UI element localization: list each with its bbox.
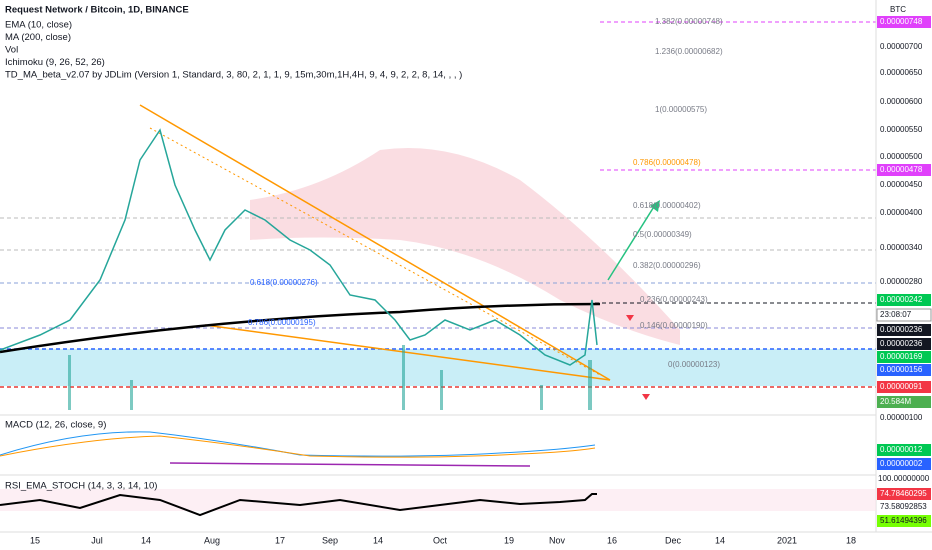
macd-line: [0, 431, 596, 457]
time-label: Nov: [549, 535, 566, 545]
time-label: Oct: [433, 535, 448, 545]
ma200: [0, 302, 601, 354]
price-label: 0.00000550: [880, 125, 923, 134]
price-label: 0.00000280: [880, 277, 923, 286]
chart-title: Request Network / Bitcoin, 1D, BINANCE: [5, 5, 189, 16]
badge-text: 0.00000236: [880, 325, 923, 334]
divergence-line: [169, 462, 531, 467]
price-label: 0.00000450: [880, 180, 923, 189]
time-label: 19: [504, 535, 514, 545]
time-label: 2021: [777, 535, 797, 545]
resistance-line: [139, 104, 611, 381]
fib-label: 1(0.00000575): [655, 105, 707, 114]
fib-label: 0.382(0.00000296): [633, 261, 701, 270]
badge-text: 73.58092853: [880, 502, 927, 511]
badge-text: 74.78460295: [880, 489, 927, 498]
rsi-badge: [877, 515, 931, 527]
badge-text: 0.00000242: [880, 295, 923, 304]
currency: BTC: [890, 5, 906, 14]
badge-text: 0.00000169: [880, 352, 923, 361]
badge-text: 0.00000156: [880, 365, 923, 374]
badge-text: 0.00000002: [880, 459, 923, 468]
arrow-head: [650, 200, 660, 212]
price-badge: [877, 351, 931, 363]
rsi-band: [0, 489, 876, 511]
price-badge: [877, 324, 931, 336]
time-label: Sep: [322, 535, 338, 545]
time-label: 15: [30, 535, 40, 545]
rsi-line: [0, 493, 597, 517]
time-label: 14: [141, 535, 151, 545]
price-badge: [877, 16, 931, 28]
price-badge: [877, 381, 931, 393]
badge-text: 20.584M: [880, 397, 911, 406]
time-label: 14: [715, 535, 725, 545]
signal-line: [0, 435, 596, 458]
price-label: 0.00000340: [880, 243, 923, 252]
fib-label: 0.786(0.00000478): [633, 158, 701, 167]
badge-text: 51.61494396: [880, 516, 927, 525]
fib-label: 0.146(0.00000190): [640, 321, 708, 330]
time-label: 14: [373, 535, 383, 545]
price-label: 0.00000100: [880, 413, 923, 422]
support-line: [204, 324, 611, 381]
rsi-axis: 100.00000000: [878, 474, 930, 483]
time-label: Aug: [204, 535, 220, 545]
fib-label: 0.618(0.00000402): [633, 201, 701, 210]
badge-text: 0.00000012: [880, 445, 923, 454]
rsi-label: RSI_EMA_STOCH (14, 3, 3, 14, 10): [5, 481, 157, 492]
fib-label: 0.618(0.00000276): [250, 278, 318, 287]
time-label: Dec: [665, 535, 682, 545]
time-label: 17: [275, 535, 285, 545]
price-label: 0.00000700: [880, 42, 923, 51]
rsi-badge: [877, 488, 931, 500]
badge-text: 0.00000478: [880, 165, 923, 174]
time-label: Jul: [91, 535, 103, 545]
time-label: 16: [607, 535, 617, 545]
price-badge: [877, 364, 931, 376]
rsi-badge: [877, 501, 931, 513]
indicator-label: EMA (10, close): [5, 20, 72, 31]
indicator-label: MA (200, close): [5, 32, 71, 43]
macd-label: MACD (12, 26, close, 9): [5, 420, 106, 431]
badge-text: 0.00000091: [880, 382, 923, 391]
price-label: 0.00000500: [880, 152, 923, 161]
macd-badge: [877, 444, 931, 456]
indicator-label: Vol: [5, 45, 18, 56]
target-arrow: [607, 204, 656, 281]
price-label: 0.00000650: [880, 68, 923, 77]
ichimoku-cloud: [250, 148, 680, 345]
macd-badge: [877, 458, 931, 470]
price-badge: [876, 308, 932, 322]
price-badge: [877, 396, 931, 408]
indicator-label: Ichimoku (9, 26, 52, 26): [5, 57, 105, 68]
price-badge: [877, 294, 931, 306]
fib-label: 0.236(0.00000243): [640, 295, 708, 304]
fib-label: 1.382(0.00000748): [655, 17, 723, 26]
price-label: 0.00000400: [880, 208, 923, 217]
price-line: [0, 128, 598, 366]
down-arrow: [642, 394, 650, 400]
badge-text: 0.00000748: [880, 17, 923, 26]
price-badge: [877, 338, 931, 350]
level-lines: [0, 21, 876, 388]
price-badge: [877, 164, 931, 176]
indicator-label: TD_MA_beta_v2.07 by JDLim (Version 1, St…: [5, 70, 462, 81]
fib-label: 0.5(0.00000349): [633, 230, 692, 239]
fib-label: 1.236(0.00000682): [655, 47, 723, 56]
support-zone: [0, 349, 876, 386]
dotted-line: [149, 127, 601, 376]
price-label: 0.00000600: [880, 97, 923, 106]
badge-text: 23:08:07: [880, 310, 912, 319]
fib-label: 0.786(0.00000195): [248, 318, 316, 327]
volume-bars: [68, 345, 592, 410]
time-label: 18: [846, 535, 856, 545]
down-arrow: [626, 315, 634, 321]
badge-text: 0.00000236: [880, 339, 923, 348]
fib-label: 0(0.00000123): [668, 360, 720, 369]
